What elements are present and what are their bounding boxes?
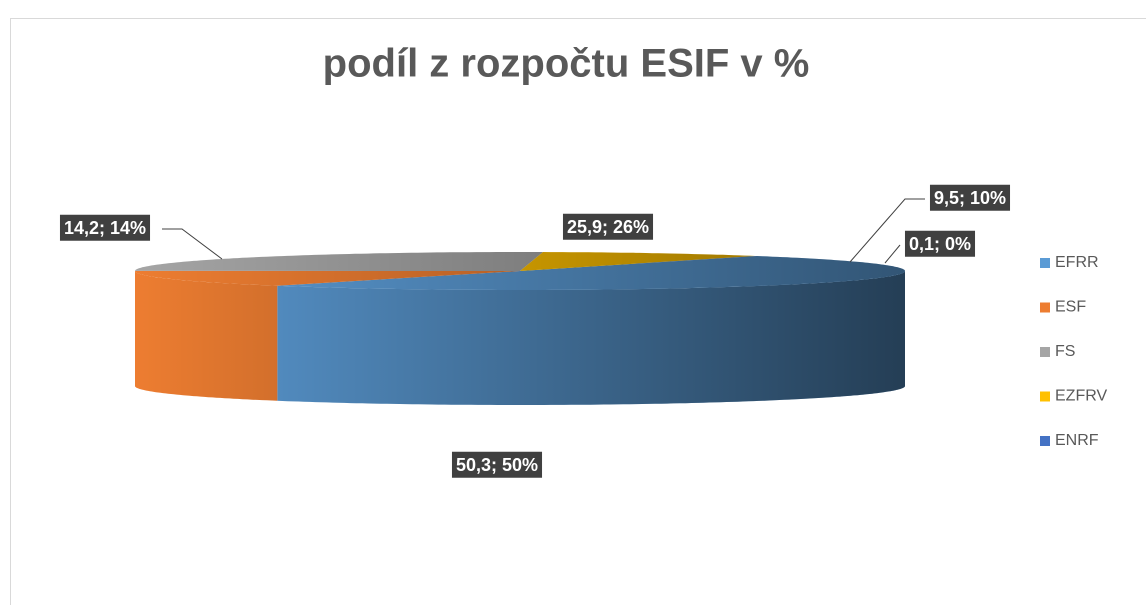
legend-swatch xyxy=(1040,391,1050,402)
leader-line xyxy=(849,198,925,263)
slice-side-shade xyxy=(277,271,905,405)
legend-swatch xyxy=(1040,436,1050,446)
legend-swatch xyxy=(1040,258,1050,268)
data-label: 50,3; 50% xyxy=(456,455,538,475)
leader-line xyxy=(162,228,223,260)
slice-shade xyxy=(135,252,544,271)
slice-shade xyxy=(277,256,905,290)
chart-title: podíl z rozpočtu ESIF v % xyxy=(323,42,810,86)
leader-line xyxy=(884,244,901,264)
slice-shade xyxy=(520,256,757,271)
legend-swatch xyxy=(1040,347,1050,357)
data-label-bg xyxy=(929,184,1011,211)
slice-shade xyxy=(135,270,520,286)
data-label-bg xyxy=(562,213,654,240)
data-label-bg xyxy=(904,230,976,257)
data-label: 25,9; 26% xyxy=(567,217,649,237)
legend-label: EFRR xyxy=(1055,254,1099,271)
data-label-bg xyxy=(59,214,151,241)
slice-shade xyxy=(520,252,756,271)
legend-label: EZFRV xyxy=(1055,388,1107,405)
legend-swatch xyxy=(1040,302,1050,313)
data-label: 0,1; 0% xyxy=(909,234,971,254)
legend-label: FS xyxy=(1055,343,1075,360)
legend-label: ESF xyxy=(1055,299,1086,316)
data-label: 9,5; 10% xyxy=(934,188,1006,208)
slice-side-shade xyxy=(135,271,278,401)
legend-label: ENRF xyxy=(1055,432,1099,449)
data-label-bg xyxy=(451,451,543,478)
data-label: 14,2; 14% xyxy=(64,218,146,238)
